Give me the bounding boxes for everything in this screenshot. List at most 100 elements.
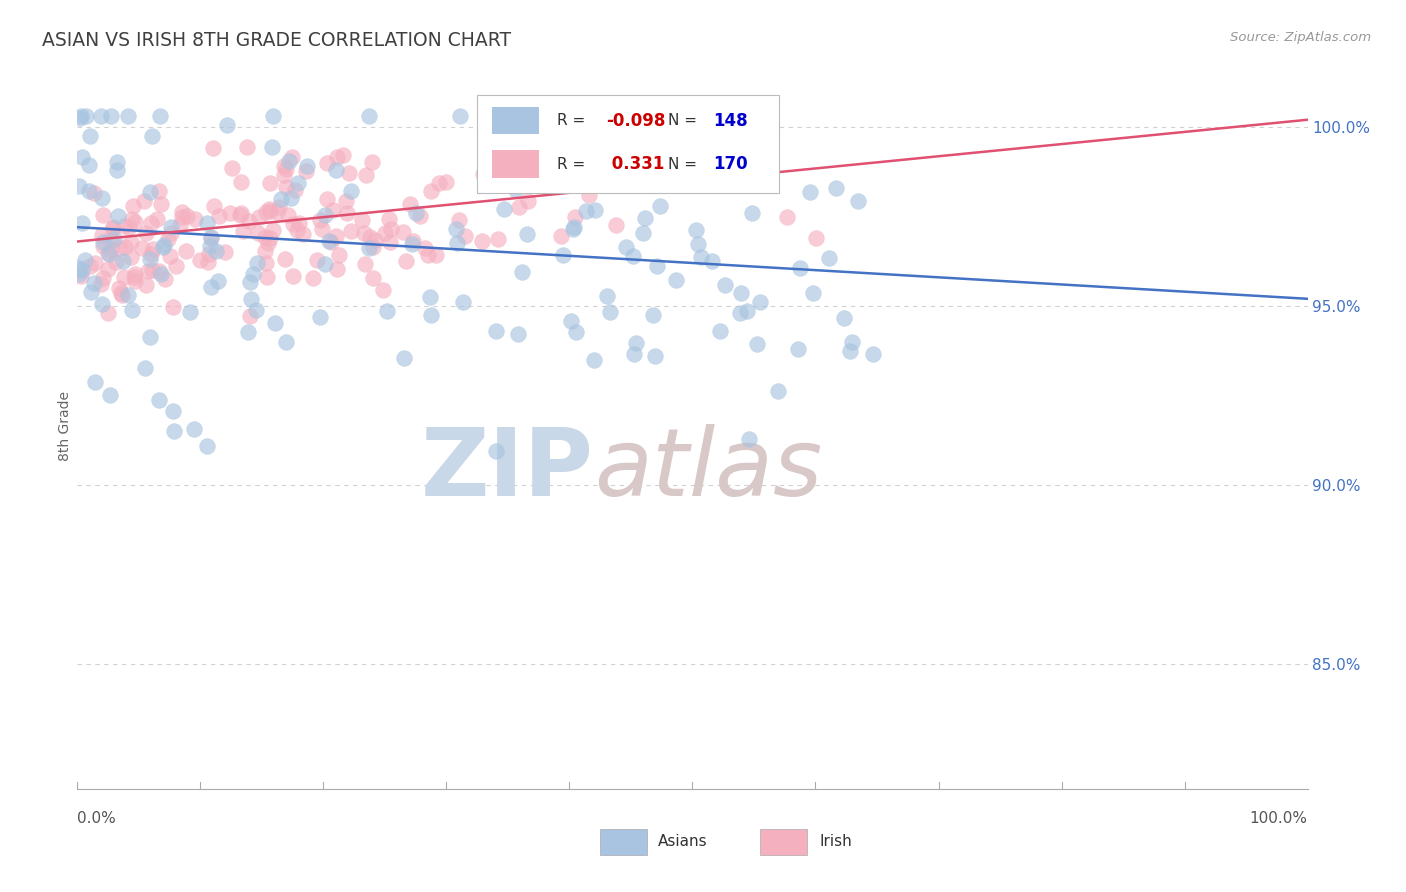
Point [120,235,142,249]
Point [285,223,308,237]
Point [141,129,163,144]
Point [232,224,254,238]
Point [326,150,349,164]
Point [494,202,516,216]
Point [107,209,129,223]
Point [198,238,221,252]
Point [690,250,713,264]
Point [600,178,623,192]
Point [73,253,96,268]
Point [110,288,132,302]
Point [276,161,298,176]
Point [550,229,572,244]
Point [643,308,665,322]
Point [93,235,115,250]
Point [98,388,121,402]
Point [281,217,304,231]
Point [322,202,344,217]
Point [270,192,292,206]
Point [378,235,401,249]
Point [612,113,634,128]
Point [124,267,146,281]
Point [328,248,350,262]
Point [201,141,224,155]
Point [314,257,336,271]
Point [332,148,354,162]
Point [122,199,145,213]
Point [337,166,360,180]
Point [357,241,380,255]
Point [108,281,131,295]
Point [839,344,862,359]
Point [77,185,100,199]
Point [453,295,475,310]
Point [644,163,666,178]
Point [90,277,112,291]
Text: 170: 170 [713,155,748,173]
Point [631,150,654,164]
Point [709,324,731,338]
Point [741,206,763,220]
Point [198,247,221,261]
Point [485,443,508,458]
Point [160,219,183,234]
Point [315,156,337,170]
Point [197,216,219,230]
Point [208,209,231,223]
Point [84,256,107,270]
Point [471,234,494,248]
Point [485,324,508,338]
Point [97,306,120,320]
Point [391,225,413,239]
Point [768,384,790,399]
Point [138,264,160,278]
Point [449,109,471,123]
Point [200,279,222,293]
Point [149,268,172,282]
Point [67,261,90,276]
Text: -0.098: -0.098 [606,112,665,129]
Point [83,276,105,290]
Point [79,128,101,143]
Point [197,439,219,453]
Point [648,198,671,212]
Point [273,159,295,173]
Point [363,233,385,247]
Point [110,286,132,301]
Point [247,210,270,224]
Point [231,175,253,189]
Point [562,220,585,235]
Point [444,222,467,236]
Point [325,228,347,243]
Point [83,375,105,389]
Point [160,226,183,240]
Point [505,183,527,197]
Point [139,252,162,266]
Point [256,256,278,270]
Point [799,185,821,199]
Point [311,222,333,236]
Text: Asians: Asians [658,834,707,849]
Point [645,259,668,273]
Point [624,335,647,350]
Point [90,109,112,123]
Point [72,216,94,230]
Point [633,226,655,240]
Point [454,228,477,243]
Point [138,185,160,199]
Point [730,286,752,301]
Point [644,175,666,189]
Point [238,213,260,227]
Point [90,227,112,242]
Point [70,150,93,164]
Point [354,168,377,182]
Text: Source: ZipAtlas.com: Source: ZipAtlas.com [1230,31,1371,45]
FancyBboxPatch shape [492,151,538,178]
Point [599,305,621,319]
Point [287,176,309,190]
Point [274,180,297,194]
Text: 0.0%: 0.0% [77,811,117,826]
Point [169,218,191,232]
Point [142,242,165,256]
Point [259,203,281,218]
